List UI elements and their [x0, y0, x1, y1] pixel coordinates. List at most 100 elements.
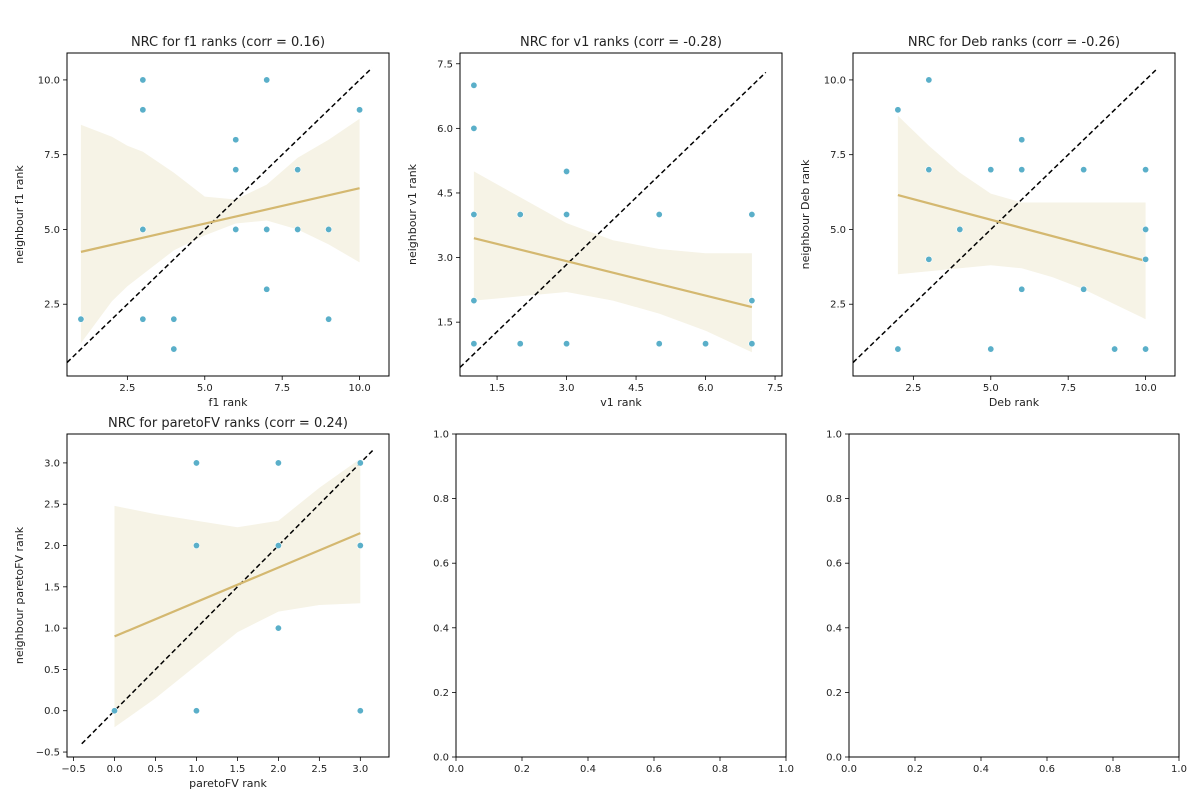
data-point	[232, 166, 240, 174]
y-tick-label: 0.5	[44, 665, 60, 676]
data-point	[192, 459, 200, 467]
data-point	[925, 76, 933, 84]
y-tick-label: 1.5	[437, 318, 453, 329]
data-point	[111, 707, 119, 715]
data-point	[925, 255, 933, 263]
data-point	[956, 225, 964, 233]
axes-frame	[852, 52, 1176, 377]
data-point	[1018, 136, 1026, 144]
y-tick-label: 10.0	[824, 75, 846, 86]
x-tick-label: 4.5	[628, 383, 644, 394]
x-tick-label: 7.5	[1060, 383, 1076, 394]
data-point	[470, 124, 478, 132]
y-axis-label: neighbour Deb rank	[799, 159, 812, 269]
axes-frame	[459, 52, 783, 377]
y-tick-label: 0.0	[826, 753, 842, 764]
chart-title: NRC for Deb ranks (corr = -0.26)	[908, 35, 1120, 50]
x-tick-label: 6.0	[698, 383, 714, 394]
x-tick-label: 2.0	[270, 764, 286, 775]
y-tick-label: 0.8	[826, 494, 842, 505]
x-tick-label: 2.5	[905, 383, 921, 394]
y-tick-label: 1.0	[44, 624, 60, 635]
data-point	[274, 624, 282, 632]
x-tick-label: 2.5	[311, 764, 327, 775]
data-point	[139, 315, 147, 323]
data-point	[748, 340, 756, 348]
x-tick-label: 5.0	[197, 383, 213, 394]
subplot-2: 1.5 3.0 4.5 6.0 7.5 1.5 3.0 4.5 6.0 7.5 NRC for v1…	[406, 35, 783, 409]
data-point	[356, 542, 364, 550]
data-point	[294, 166, 302, 174]
data-point	[702, 340, 710, 348]
x-tick-label: −0.5	[61, 764, 85, 775]
data-point	[470, 81, 478, 89]
y-tick-label: 7.5	[437, 59, 453, 70]
y-tick-label: 2.5	[44, 300, 60, 311]
y-tick-label: 5.0	[44, 225, 60, 236]
data-point	[925, 166, 933, 174]
data-point	[263, 225, 271, 233]
chart-title: NRC for v1 ranks (corr = -0.28)	[520, 35, 722, 50]
chart-title: NRC for paretoFV ranks (corr = 0.24)	[108, 416, 348, 431]
data-point	[748, 297, 756, 305]
data-point	[232, 136, 240, 144]
plot-area	[67, 67, 373, 364]
data-point	[987, 166, 995, 174]
x-tick-label: 0.4	[973, 764, 989, 775]
confidence-band	[473, 171, 752, 353]
data-point	[1111, 345, 1119, 353]
confidence-band	[897, 115, 1146, 320]
x-tick-label: 7.5	[274, 383, 290, 394]
y-tick-label: 0.6	[433, 559, 449, 570]
x-tick-label: 1.0	[778, 764, 794, 775]
x-axis-label: paretoFV rank	[189, 777, 267, 790]
confidence-band	[80, 118, 360, 344]
data-point	[192, 707, 200, 715]
confidence-band	[114, 458, 361, 728]
data-point	[1018, 285, 1026, 293]
data-point	[1142, 345, 1150, 353]
y-tick-label: 2.0	[44, 541, 60, 552]
axes-frame	[66, 433, 390, 758]
identity-line	[67, 67, 373, 364]
y-tick-label: −0.5	[36, 748, 60, 759]
y-tick-label: 0.4	[826, 623, 842, 634]
axes-frame	[66, 52, 390, 377]
identity-line	[81, 449, 374, 745]
y-tick-label: 0.0	[433, 753, 449, 764]
data-point	[516, 211, 524, 219]
x-tick-label: 0.2	[907, 764, 923, 775]
data-point	[356, 707, 364, 715]
y-tick-label: 7.5	[830, 150, 846, 161]
x-tick-label: 1.0	[1171, 764, 1187, 775]
data-point	[1142, 166, 1150, 174]
x-tick-label: 7.5	[767, 383, 783, 394]
x-tick-label: 1.5	[229, 764, 245, 775]
data-point	[232, 225, 240, 233]
data-point	[470, 297, 478, 305]
data-point	[356, 106, 364, 114]
data-point	[139, 106, 147, 114]
data-point	[139, 76, 147, 84]
regression-line	[473, 237, 753, 309]
x-tick-label: 1.5	[489, 383, 505, 394]
data-point	[263, 285, 271, 293]
y-axis-label: neighbour v1 rank	[406, 163, 419, 265]
data-point	[1142, 255, 1150, 263]
y-axis-label: neighbour paretoFV rank	[13, 526, 26, 664]
x-tick-label: 0.5	[148, 764, 164, 775]
data-point	[987, 345, 995, 353]
x-tick-label: 10.0	[1134, 383, 1156, 394]
chart-title: NRC for f1 ranks (corr = 0.16)	[131, 35, 325, 50]
x-tick-label: 0.6	[1039, 764, 1055, 775]
data-point	[325, 225, 333, 233]
x-tick-label: 1.0	[189, 764, 205, 775]
data-point	[274, 542, 282, 550]
data-point	[470, 211, 478, 219]
data-point	[1080, 166, 1088, 174]
x-tick-label: 0.8	[712, 764, 728, 775]
y-tick-label: 0.2	[826, 688, 842, 699]
x-tick-label: 3.0	[559, 383, 575, 394]
data-point	[170, 345, 178, 353]
